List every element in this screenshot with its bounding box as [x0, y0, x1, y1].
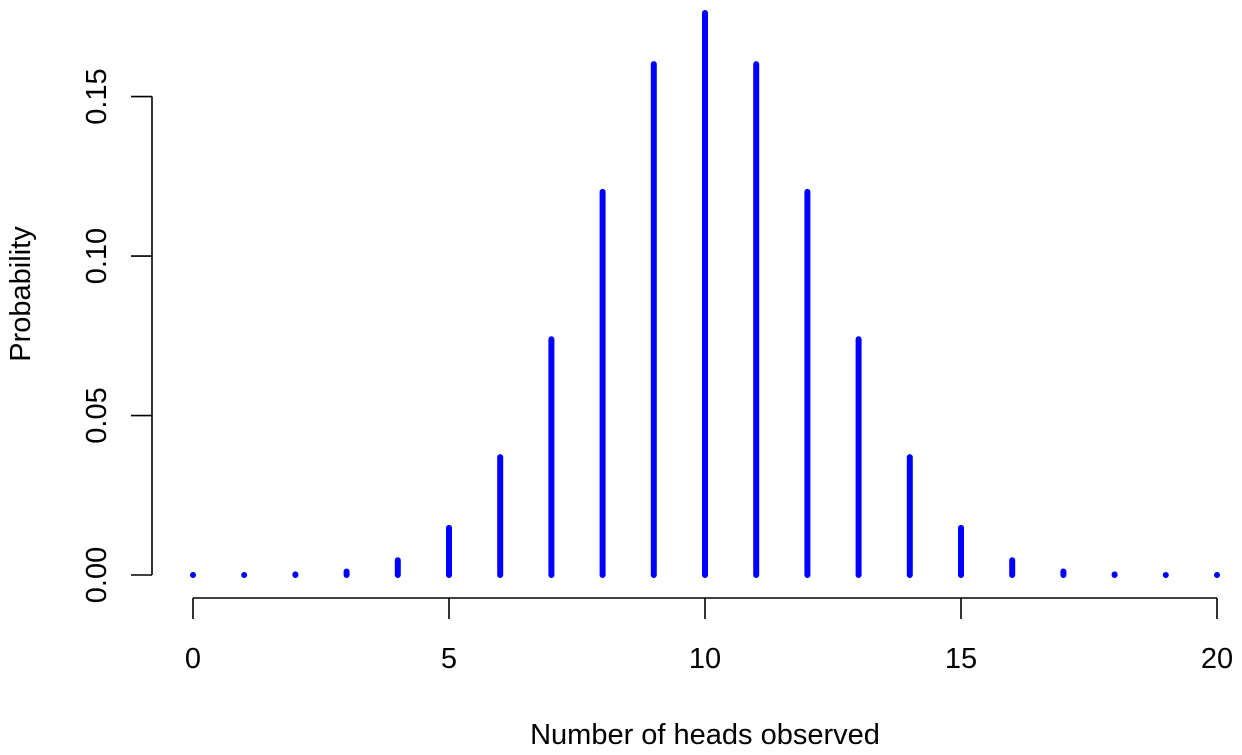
x-tick-label: 10: [689, 643, 721, 675]
x-axis-title: Number of heads observed: [530, 719, 880, 751]
x-tick-label: 0: [185, 643, 201, 675]
y-tick-label: 0.15: [81, 68, 113, 124]
spike-series: [190, 10, 1220, 578]
x-tick-label: 5: [441, 643, 457, 675]
x-tick-label: 20: [1201, 643, 1233, 675]
y-tick-label: 0.00: [81, 547, 113, 603]
y-tick-label: 0.10: [81, 228, 113, 284]
y-axis: 0.00 0.05 0.10 0.15: [81, 68, 153, 603]
y-tick-label: 0.05: [81, 387, 113, 443]
y-axis-ticks: 0.00 0.05 0.10 0.15: [81, 68, 152, 603]
x-tick-label: 15: [945, 643, 977, 675]
x-axis: 0 5 10 15 20: [185, 597, 1233, 675]
y-axis-title: Probability: [5, 226, 37, 362]
x-axis-ticks: 0 5 10 15 20: [185, 598, 1233, 675]
